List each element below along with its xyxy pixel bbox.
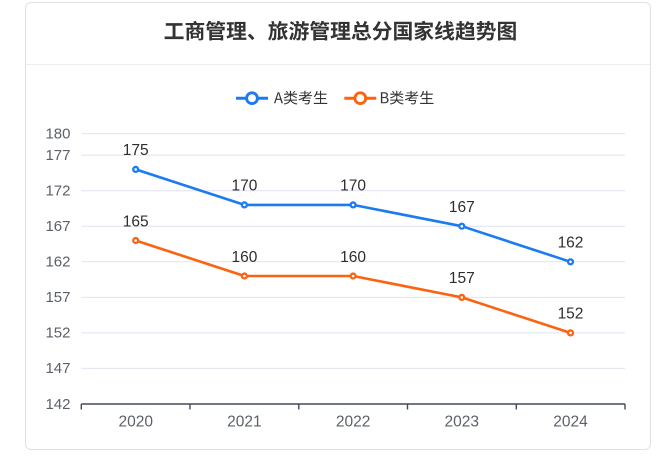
- svg-text:157: 157: [449, 270, 475, 287]
- svg-text:152: 152: [558, 306, 584, 323]
- svg-text:167: 167: [449, 199, 475, 216]
- svg-text:160: 160: [340, 249, 366, 266]
- svg-text:157: 157: [45, 289, 70, 306]
- svg-text:175: 175: [123, 142, 149, 159]
- svg-text:177: 177: [45, 147, 70, 164]
- svg-text:2023: 2023: [445, 414, 479, 431]
- svg-text:2021: 2021: [227, 414, 261, 431]
- svg-text:142: 142: [45, 396, 70, 413]
- svg-text:170: 170: [231, 178, 257, 195]
- svg-text:2020: 2020: [118, 414, 153, 431]
- svg-text:147: 147: [45, 360, 70, 377]
- svg-text:2022: 2022: [336, 414, 370, 431]
- svg-text:167: 167: [45, 218, 70, 235]
- svg-text:162: 162: [558, 235, 584, 252]
- svg-text:162: 162: [45, 254, 70, 271]
- svg-text:152: 152: [45, 325, 70, 342]
- svg-text:160: 160: [231, 249, 257, 266]
- svg-text:2024: 2024: [553, 414, 588, 431]
- svg-text:180: 180: [45, 126, 70, 143]
- svg-text:172: 172: [45, 183, 70, 200]
- svg-text:165: 165: [123, 213, 149, 230]
- svg-text:170: 170: [340, 178, 366, 195]
